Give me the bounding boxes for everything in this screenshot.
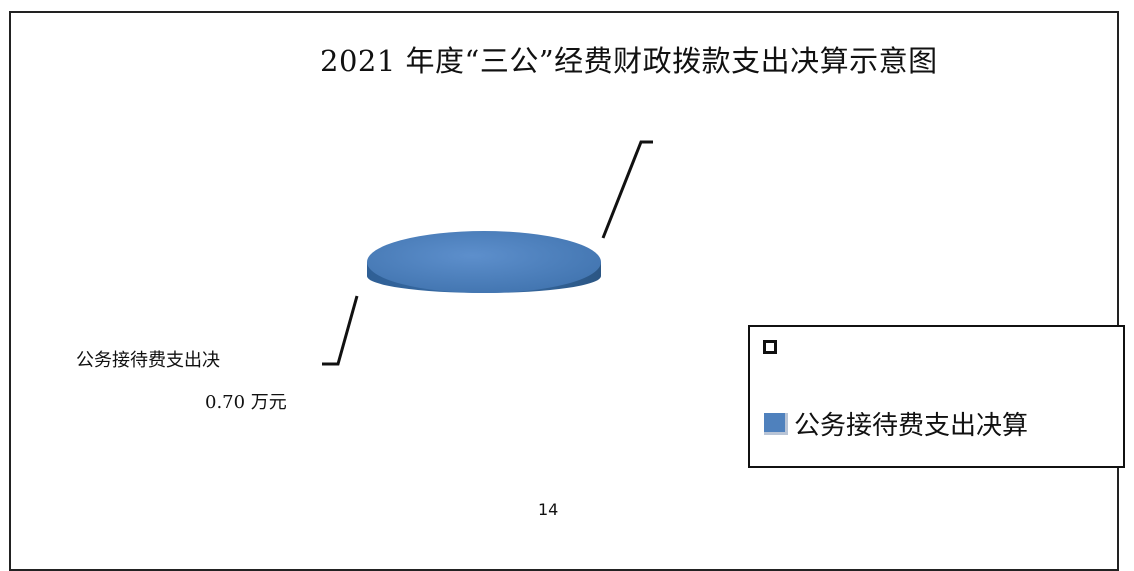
- leader-line-top: [601, 140, 653, 239]
- legend-entry: 公务接待费支出决算: [764, 405, 1028, 442]
- legend-empty-marker: [763, 340, 777, 354]
- legend-label: 公务接待费支出决算: [794, 411, 1029, 441]
- pie-chart: [322, 140, 653, 366]
- leader-line-bottom: [322, 295, 359, 366]
- chart-title: 2021 年度“三公”经费财政拨款支出决算示意图: [320, 44, 938, 78]
- page-number: 14: [538, 500, 559, 519]
- data-label-value: 0.70 万元: [205, 392, 287, 413]
- data-label-category: 公务接待费支出决: [76, 350, 220, 371]
- legend-swatch: [764, 412, 788, 435]
- pie-slice-top: [367, 231, 601, 293]
- chart-legend: 公务接待费支出决算: [748, 325, 1125, 468]
